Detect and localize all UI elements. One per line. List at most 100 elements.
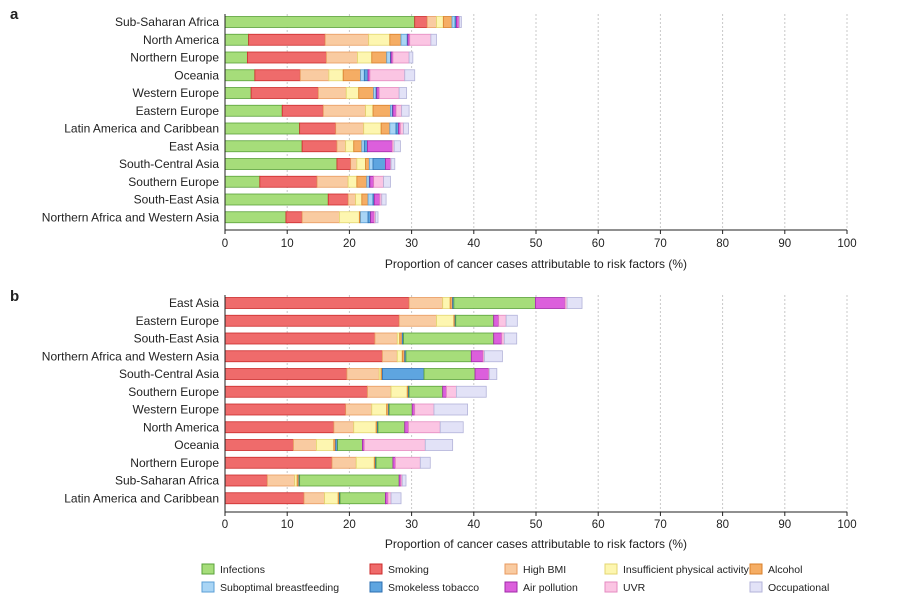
bar-segment [355, 193, 363, 206]
bar-segment [361, 193, 369, 206]
bar-segment [363, 122, 382, 135]
category-label: North America [143, 420, 219, 434]
x-tick-label: 20 [343, 238, 356, 250]
bar-segment [483, 350, 503, 363]
bar-segment [345, 87, 360, 99]
x-axis-title: Proportion of cancer cases attributable … [385, 257, 687, 271]
x-tick-label: 30 [405, 238, 418, 250]
bar-segment [442, 385, 447, 398]
bar-segment [493, 314, 500, 327]
bar-segment [337, 439, 363, 451]
category-label: Western Europe [133, 86, 220, 100]
bar-segment [370, 211, 375, 224]
bar-segment [403, 122, 409, 135]
bar-segment [224, 69, 256, 82]
bar-segment [357, 51, 373, 64]
bar-segment [398, 87, 408, 99]
x-tick-label: 30 [405, 519, 418, 531]
bar-segment [224, 122, 301, 135]
category-label: South-East Asia [134, 193, 220, 207]
legend-label: Air pollution [523, 582, 578, 594]
x-tick-label: 100 [837, 519, 856, 531]
bar-segment [371, 403, 388, 416]
legend-swatch [604, 563, 618, 575]
bar-segment [301, 140, 338, 153]
bar-segment [224, 175, 261, 188]
bar-segment [224, 314, 400, 327]
bar-segment [336, 158, 352, 170]
bar-segment [293, 439, 317, 451]
bar-segment [400, 33, 408, 46]
bar-segment [367, 385, 392, 398]
bar-segment [451, 16, 456, 28]
x-tick-label: 20 [343, 519, 356, 531]
bar-segment [224, 474, 268, 487]
bar-segment [336, 140, 347, 153]
x-tick-label: 90 [778, 519, 791, 531]
bar-segment [392, 51, 410, 64]
legend-swatch [504, 563, 518, 575]
legend-label: Occupational [768, 582, 829, 594]
bar-segment [442, 16, 453, 28]
bar-segment [381, 193, 387, 206]
category-label: Southern Europe [128, 175, 219, 189]
bar-segment [459, 16, 462, 28]
bar-segment [395, 456, 421, 469]
bar-segment [328, 69, 344, 82]
bar-segment [455, 385, 487, 398]
legend-swatch [504, 581, 518, 593]
bar-segment [414, 16, 428, 28]
bar-segment [498, 314, 507, 327]
bar-segment [224, 297, 410, 309]
bar-segment [400, 122, 404, 135]
bar-segment [224, 140, 303, 153]
bar-segment [374, 332, 398, 345]
bar-segment [224, 492, 305, 505]
bar-segment [301, 211, 340, 224]
category-label: Latin America and Caribbean [64, 491, 219, 505]
bar-segment [423, 368, 476, 380]
bar-segment [333, 421, 355, 434]
x-tick-label: 40 [467, 238, 480, 250]
bar-segment [433, 403, 468, 416]
panel-letter: b [10, 288, 19, 305]
legend: Infections Smoking High BMI Insufficient ph… [201, 563, 829, 594]
bar-segment [381, 368, 425, 380]
bar-segment [248, 33, 326, 46]
x-tick-label: 10 [281, 238, 294, 250]
bar-segment [395, 104, 403, 117]
bar-segment [353, 140, 363, 153]
category-label: Northern Europe [130, 456, 219, 470]
bar-segment [363, 69, 369, 82]
bar-segment [325, 51, 358, 64]
bar-segment [369, 69, 406, 82]
legend-swatch [369, 563, 383, 575]
bar-segment [224, 332, 376, 345]
category-label: Oceania [174, 438, 219, 452]
x-tick-label: 70 [654, 238, 667, 250]
bar-segment [389, 33, 402, 46]
bar-segment [266, 474, 296, 487]
bar-segment [436, 314, 455, 327]
bar-segment [360, 211, 369, 224]
bar-segment [324, 33, 370, 46]
bar-segment [372, 104, 391, 117]
bar-segment [299, 474, 400, 487]
bar-segment [408, 385, 444, 398]
bar-segment [390, 492, 402, 505]
bar-segment [335, 122, 365, 135]
legend-swatch [749, 581, 763, 593]
bar-segment [392, 104, 397, 117]
bar-segment [455, 314, 495, 327]
bar-segment [373, 193, 381, 206]
bar-segment [401, 474, 407, 487]
bar-segment [339, 211, 360, 224]
category-label: Southern Europe [128, 385, 219, 399]
bar-segment [389, 122, 397, 135]
bar-segment [474, 368, 490, 380]
bar-segment [403, 332, 495, 345]
bar-segment [322, 104, 366, 117]
bar-segment [368, 158, 374, 170]
bar-segment [377, 421, 406, 434]
